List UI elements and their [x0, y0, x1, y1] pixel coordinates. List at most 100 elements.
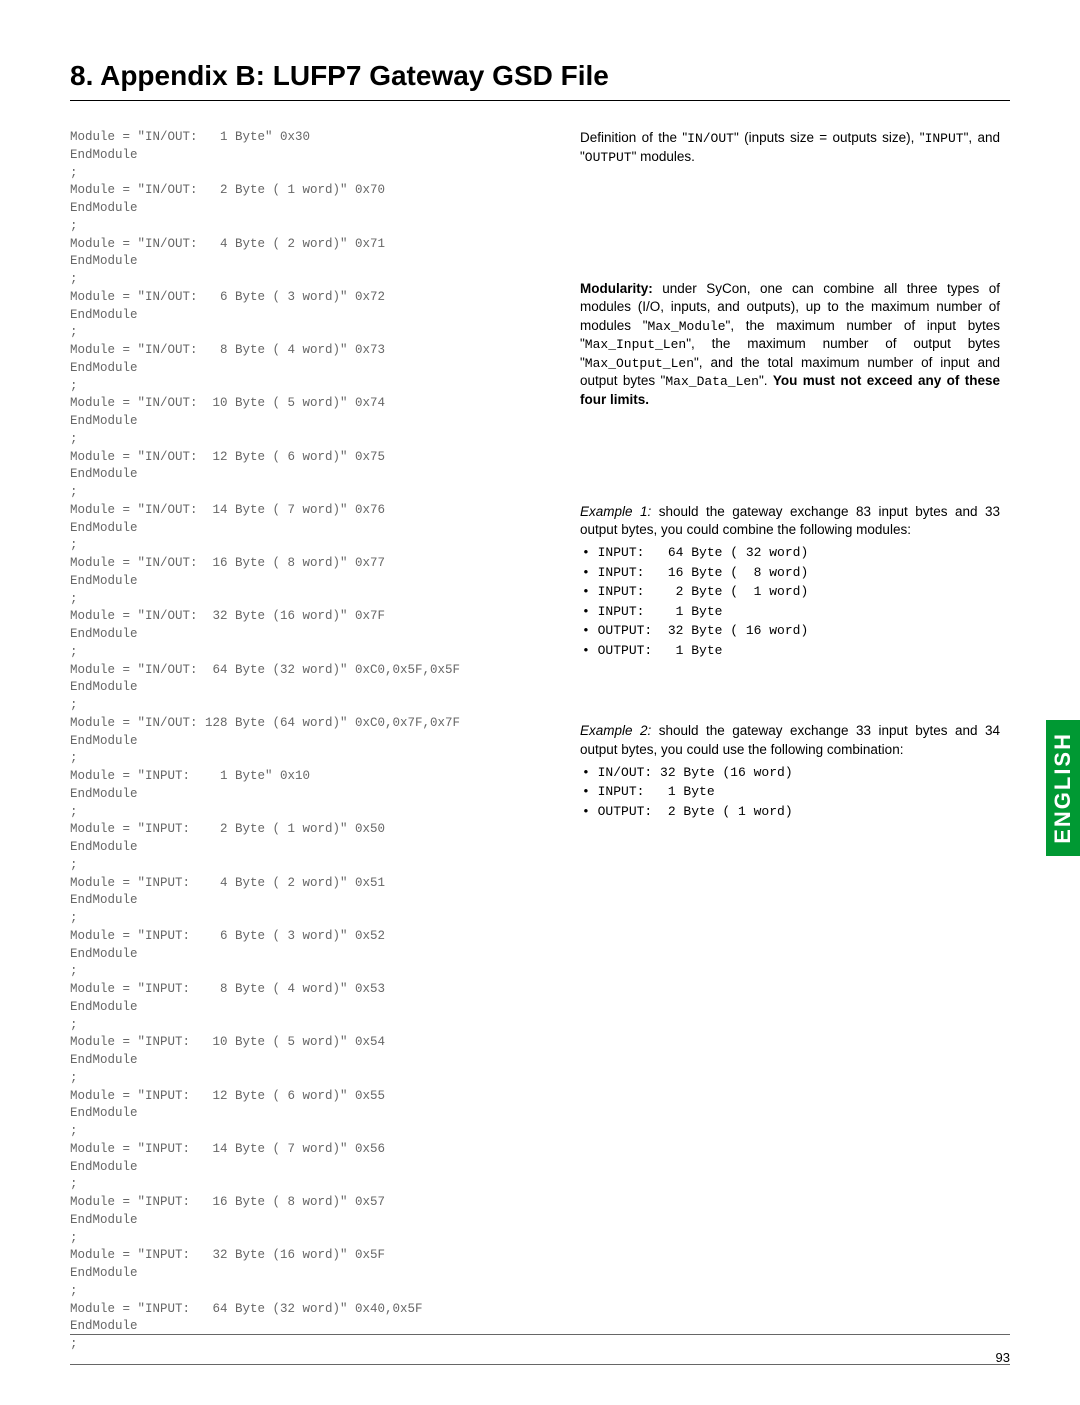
spacer: [580, 184, 1000, 280]
gsd-code-block: Module = "IN/OUT: 1 Byte" 0x30EndModule;…: [70, 129, 550, 1354]
code-line: EndModule: [70, 946, 550, 964]
definition-paragraph: Definition of the "IN/OUT" (inputs size …: [580, 129, 1000, 166]
code-line: ;: [70, 591, 550, 609]
spacer: [580, 660, 1000, 722]
example1-heading: Example 1:: [580, 504, 651, 519]
example2-paragraph: Example 2: should the gateway exchange 3…: [580, 722, 1000, 758]
code-line: EndModule: [70, 626, 550, 644]
mono-text: Max_Input_Len: [585, 337, 686, 352]
code-line: ;: [70, 1283, 550, 1301]
code-line: ;: [70, 963, 550, 981]
code-column: Module = "IN/OUT: 1 Byte" 0x30EndModule;…: [70, 129, 550, 1354]
list-item: OUTPUT: 1 Byte: [582, 641, 1000, 661]
text: Definition of the ": [580, 130, 687, 145]
example2-list: IN/OUT: 32 Byte (16 word)INPUT: 1 ByteOU…: [582, 763, 1000, 822]
code-line: ;: [70, 537, 550, 555]
code-line: Module = "IN/OUT: 6 Byte ( 3 word)" 0x72: [70, 289, 550, 307]
language-tab: ENGLISH: [1046, 720, 1080, 856]
code-line: ;: [70, 165, 550, 183]
text: ".: [759, 373, 773, 388]
code-line: EndModule: [70, 253, 550, 271]
page-number: 93: [996, 1350, 1010, 1365]
code-line: Module = "IN/OUT: 4 Byte ( 2 word)" 0x71: [70, 236, 550, 254]
code-line: Module = "IN/OUT: 128 Byte (64 word)" 0x…: [70, 715, 550, 733]
title-divider: [70, 100, 1010, 101]
code-line: EndModule: [70, 307, 550, 325]
code-line: EndModule: [70, 1052, 550, 1070]
code-line: Module = "INPUT: 1 Byte" 0x10: [70, 768, 550, 786]
code-line: Module = "INPUT: 4 Byte ( 2 word)" 0x51: [70, 875, 550, 893]
modularity-heading: Modularity:: [580, 281, 653, 296]
description-column: Definition of the "IN/OUT" (inputs size …: [580, 129, 1010, 1354]
code-line: EndModule: [70, 573, 550, 591]
code-line: ;: [70, 484, 550, 502]
mono-text: Max_Output_Len: [585, 356, 694, 371]
code-bottom-divider: [70, 1364, 1010, 1365]
text: " (inputs size = outputs size), ": [734, 130, 925, 145]
list-item: OUTPUT: 2 Byte ( 1 word): [582, 802, 1000, 822]
list-item: INPUT: 1 Byte: [582, 782, 1000, 802]
code-line: ;: [70, 324, 550, 342]
code-line: Module = "INPUT: 16 Byte ( 8 word)" 0x57: [70, 1194, 550, 1212]
code-line: EndModule: [70, 147, 550, 165]
code-line: Module = "INPUT: 6 Byte ( 3 word)" 0x52: [70, 928, 550, 946]
code-line: EndModule: [70, 413, 550, 431]
code-line: ;: [70, 750, 550, 768]
code-line: EndModule: [70, 892, 550, 910]
code-line: Module = "INPUT: 10 Byte ( 5 word)" 0x54: [70, 1034, 550, 1052]
mono-text: OUTPUT: [585, 150, 632, 165]
list-item: INPUT: 64 Byte ( 32 word): [582, 543, 1000, 563]
code-line: ;: [70, 431, 550, 449]
code-line: Module = "INPUT: 14 Byte ( 7 word)" 0x56: [70, 1141, 550, 1159]
code-line: Module = "IN/OUT: 2 Byte ( 1 word)" 0x70: [70, 182, 550, 200]
mono-text: Max_Module: [648, 319, 726, 334]
spacer: [580, 427, 1000, 503]
footer-divider: [70, 1334, 1010, 1335]
mono-text: IN/OUT: [687, 131, 734, 146]
code-line: Module = "IN/OUT: 1 Byte" 0x30: [70, 129, 550, 147]
code-line: Module = "IN/OUT: 32 Byte (16 word)" 0x7…: [70, 608, 550, 626]
code-line: ;: [70, 1176, 550, 1194]
code-line: Module = "IN/OUT: 12 Byte ( 6 word)" 0x7…: [70, 449, 550, 467]
code-line: ;: [70, 378, 550, 396]
code-line: ;: [70, 1336, 550, 1354]
code-line: ;: [70, 218, 550, 236]
main-content: Module = "IN/OUT: 1 Byte" 0x30EndModule;…: [70, 129, 1010, 1354]
example1-list: INPUT: 64 Byte ( 32 word)INPUT: 16 Byte …: [582, 543, 1000, 660]
code-line: Module = "INPUT: 64 Byte (32 word)" 0x40…: [70, 1301, 550, 1319]
code-line: Module = "INPUT: 2 Byte ( 1 word)" 0x50: [70, 821, 550, 839]
page-title: 8. Appendix B: LUFP7 Gateway GSD File: [70, 60, 1010, 92]
code-line: ;: [70, 1123, 550, 1141]
example1-paragraph: Example 1: should the gateway exchange 8…: [580, 503, 1000, 539]
list-item: IN/OUT: 32 Byte (16 word): [582, 763, 1000, 783]
code-line: EndModule: [70, 999, 550, 1017]
code-line: ;: [70, 910, 550, 928]
mono-text: INPUT: [925, 131, 964, 146]
code-line: EndModule: [70, 1105, 550, 1123]
code-line: Module = "INPUT: 12 Byte ( 6 word)" 0x55: [70, 1088, 550, 1106]
code-line: Module = "IN/OUT: 14 Byte ( 7 word)" 0x7…: [70, 502, 550, 520]
code-line: EndModule: [70, 733, 550, 751]
code-line: EndModule: [70, 520, 550, 538]
code-line: Module = "INPUT: 8 Byte ( 4 word)" 0x53: [70, 981, 550, 999]
code-line: ;: [70, 804, 550, 822]
code-line: ;: [70, 857, 550, 875]
code-line: Module = "IN/OUT: 16 Byte ( 8 word)" 0x7…: [70, 555, 550, 573]
code-line: ;: [70, 644, 550, 662]
modularity-paragraph: Modularity: under SyCon, one can combine…: [580, 280, 1000, 409]
list-item: INPUT: 1 Byte: [582, 602, 1000, 622]
code-line: ;: [70, 697, 550, 715]
list-item: OUTPUT: 32 Byte ( 16 word): [582, 621, 1000, 641]
code-line: ;: [70, 1070, 550, 1088]
code-line: ;: [70, 1230, 550, 1248]
code-line: ;: [70, 1017, 550, 1035]
mono-text: Max_Data_Len: [665, 374, 759, 389]
code-line: Module = "INPUT: 32 Byte (16 word)" 0x5F: [70, 1247, 550, 1265]
code-line: EndModule: [70, 466, 550, 484]
code-line: EndModule: [70, 360, 550, 378]
code-line: ;: [70, 271, 550, 289]
code-line: EndModule: [70, 679, 550, 697]
list-item: INPUT: 16 Byte ( 8 word): [582, 563, 1000, 583]
code-line: Module = "IN/OUT: 64 Byte (32 word)" 0xC…: [70, 662, 550, 680]
text: " modules.: [632, 149, 695, 164]
